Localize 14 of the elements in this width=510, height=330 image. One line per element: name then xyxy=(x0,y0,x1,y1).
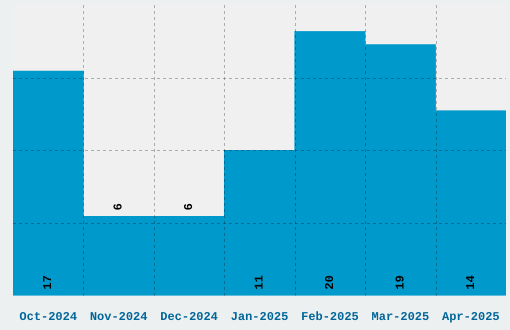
data-label: 20 xyxy=(322,275,337,290)
x-tick-label: Oct-2024 xyxy=(19,310,78,324)
data-label: 19 xyxy=(393,275,408,290)
data-label: 6 xyxy=(182,203,196,210)
x-tick-label: Apr-2025 xyxy=(442,310,500,324)
x-tick-label: Mar-2025 xyxy=(372,310,430,324)
x-tick-label: Nov-2024 xyxy=(90,310,148,324)
x-tick-label: Jan-2025 xyxy=(230,310,288,324)
data-label: 14 xyxy=(464,275,478,290)
data-label: 6 xyxy=(112,203,126,210)
data-label: 11 xyxy=(252,275,267,290)
x-tick-label: Feb-2025 xyxy=(301,310,359,324)
x-tick-label: Dec-2024 xyxy=(160,310,218,324)
data-label: 17 xyxy=(41,275,56,290)
